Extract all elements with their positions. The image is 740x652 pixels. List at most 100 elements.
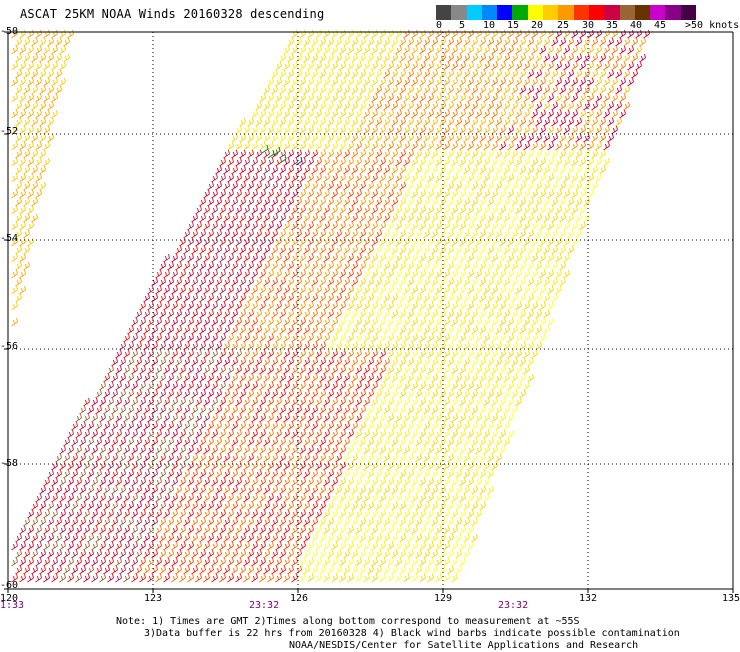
wind-barb [479,469,486,479]
wind-barb [87,485,94,495]
wind-barb [255,565,262,575]
wind-barb [447,117,454,127]
wind-barb [235,397,242,407]
wind-barb [547,221,554,231]
wind-barb [263,325,270,335]
wind-barb [71,437,78,447]
wind-barb [463,85,470,95]
wind-barb [263,533,270,543]
wind-barb [279,549,286,559]
wind-barb [515,381,522,391]
wind-barb [499,93,506,103]
wind-barb [359,181,366,191]
wind-barb [163,349,170,359]
wind-barb [207,357,214,367]
wind-barb [311,69,318,79]
wind-barb [459,509,466,519]
wind-barb [395,301,402,311]
wind-barb [359,117,366,127]
wind-barb [363,429,370,439]
wind-barb [447,405,454,415]
wind-barb [499,45,506,55]
wind-barb [583,101,590,111]
wind-barb [463,149,470,159]
wind-barb [35,125,42,135]
wind-barb [255,485,262,495]
wind-barb [391,389,398,399]
wind-barb [243,205,250,215]
wind-barb [355,237,362,247]
wind-barb [595,157,602,167]
wind-barb [123,349,130,359]
wind-barb [427,237,434,247]
wind-barb [263,501,270,511]
wind-barb [459,525,466,535]
wind-barb [19,237,26,247]
wind-barb [419,509,426,519]
wind-barb [211,381,218,391]
wind-barb [191,357,198,367]
wind-barb [595,77,602,87]
wind-barb [539,77,546,87]
wind-barb [443,125,450,135]
wind-barb [239,133,246,143]
wind-barb [483,93,490,103]
wind-barb [175,277,182,287]
wind-barb [139,445,146,455]
wind-barb [59,573,66,583]
wind-barb [419,317,426,327]
wind-barb [347,269,354,279]
wind-barb [239,197,246,207]
wind-barb [255,517,262,527]
wind-barb [491,461,498,471]
wind-barb [327,213,334,223]
wind-barb [363,461,370,471]
wind-barb [207,229,214,239]
wind-barb [395,317,402,327]
wind-barb [331,413,338,423]
wind-barb [267,541,274,551]
wind-barb [203,541,210,551]
wind-barb [183,389,190,399]
wind-barb [371,333,378,343]
wind-barb [423,165,430,175]
wind-barb [491,429,498,439]
wind-barb [503,165,510,175]
wind-barb [375,405,382,415]
wind-barb [367,485,374,495]
wind-barb [291,253,298,263]
wind-barb [467,381,474,391]
wind-barb [359,469,366,479]
wind-barb [211,477,218,487]
wind-barb [339,301,346,311]
wind-barb [139,301,146,311]
wind-barb [543,85,550,95]
wind-barb [179,461,186,471]
wind-barb [591,133,598,143]
wind-barb [399,533,406,543]
wind-barb [11,557,18,567]
wind-barb [227,557,234,567]
wind-barb [363,269,370,279]
wind-barb [379,557,386,567]
wind-barb [331,285,338,295]
wind-barb [211,445,218,455]
wind-barb [527,325,534,335]
wind-barb [239,357,246,367]
wind-barb [163,269,170,279]
wind-barb [259,141,266,151]
wind-barb [431,469,438,479]
wind-barb [603,61,610,71]
wind-barb [63,549,70,559]
wind-barb [407,245,414,255]
wind-barb [391,213,398,223]
wind-barb [343,213,350,223]
wind-barb [199,453,206,463]
wind-barb [407,501,414,511]
wind-barb [523,45,530,55]
wind-barb [215,261,222,271]
wind-barb [555,45,562,55]
wind-barb [247,133,254,143]
wind-barb [243,381,250,391]
wind-barb [567,117,574,127]
